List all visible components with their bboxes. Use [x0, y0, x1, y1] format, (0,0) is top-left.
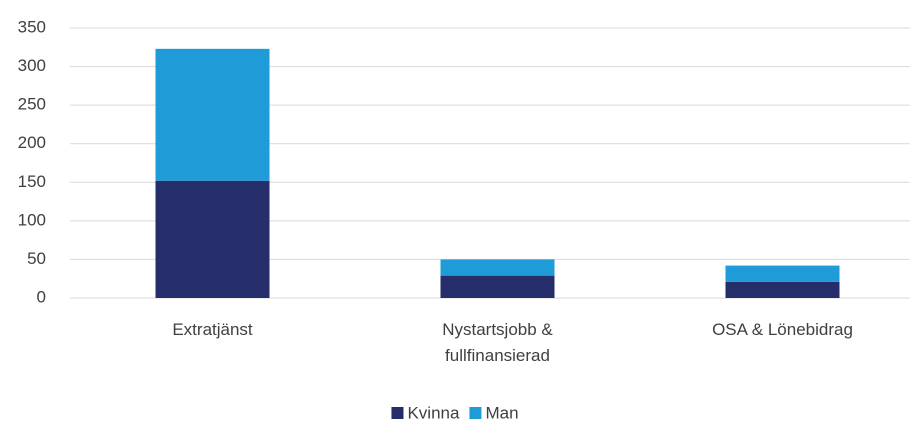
legend-item: Man: [469, 403, 519, 421]
bar-segment: [155, 48, 270, 181]
x-tick-label: Extratjänst: [172, 320, 253, 339]
bar-segment: [440, 275, 555, 298]
legend-swatch: [469, 407, 482, 419]
legend-item: Kvinna: [391, 403, 460, 421]
y-tick-label: 50: [27, 249, 46, 268]
legend-label: Kvinna: [407, 403, 460, 421]
bar-segment: [725, 265, 840, 282]
legend-swatch: [391, 407, 404, 419]
bar-segment: [155, 180, 270, 298]
y-tick-label: 0: [37, 287, 46, 306]
y-tick-label: 250: [18, 95, 46, 114]
y-tick-label: 150: [18, 172, 46, 191]
legend-label: Man: [485, 403, 518, 421]
y-tick-label: 100: [18, 210, 46, 229]
y-tick-label: 300: [18, 56, 46, 75]
bar-segment: [440, 259, 555, 276]
bar-segment: [725, 281, 840, 298]
y-tick-label: 350: [18, 17, 46, 36]
y-tick-label: 200: [18, 133, 46, 152]
x-tick-label: OSA & Lönebidrag: [712, 320, 853, 339]
x-tick-label: Nystartsjobb & fullfinansierad: [442, 320, 553, 365]
